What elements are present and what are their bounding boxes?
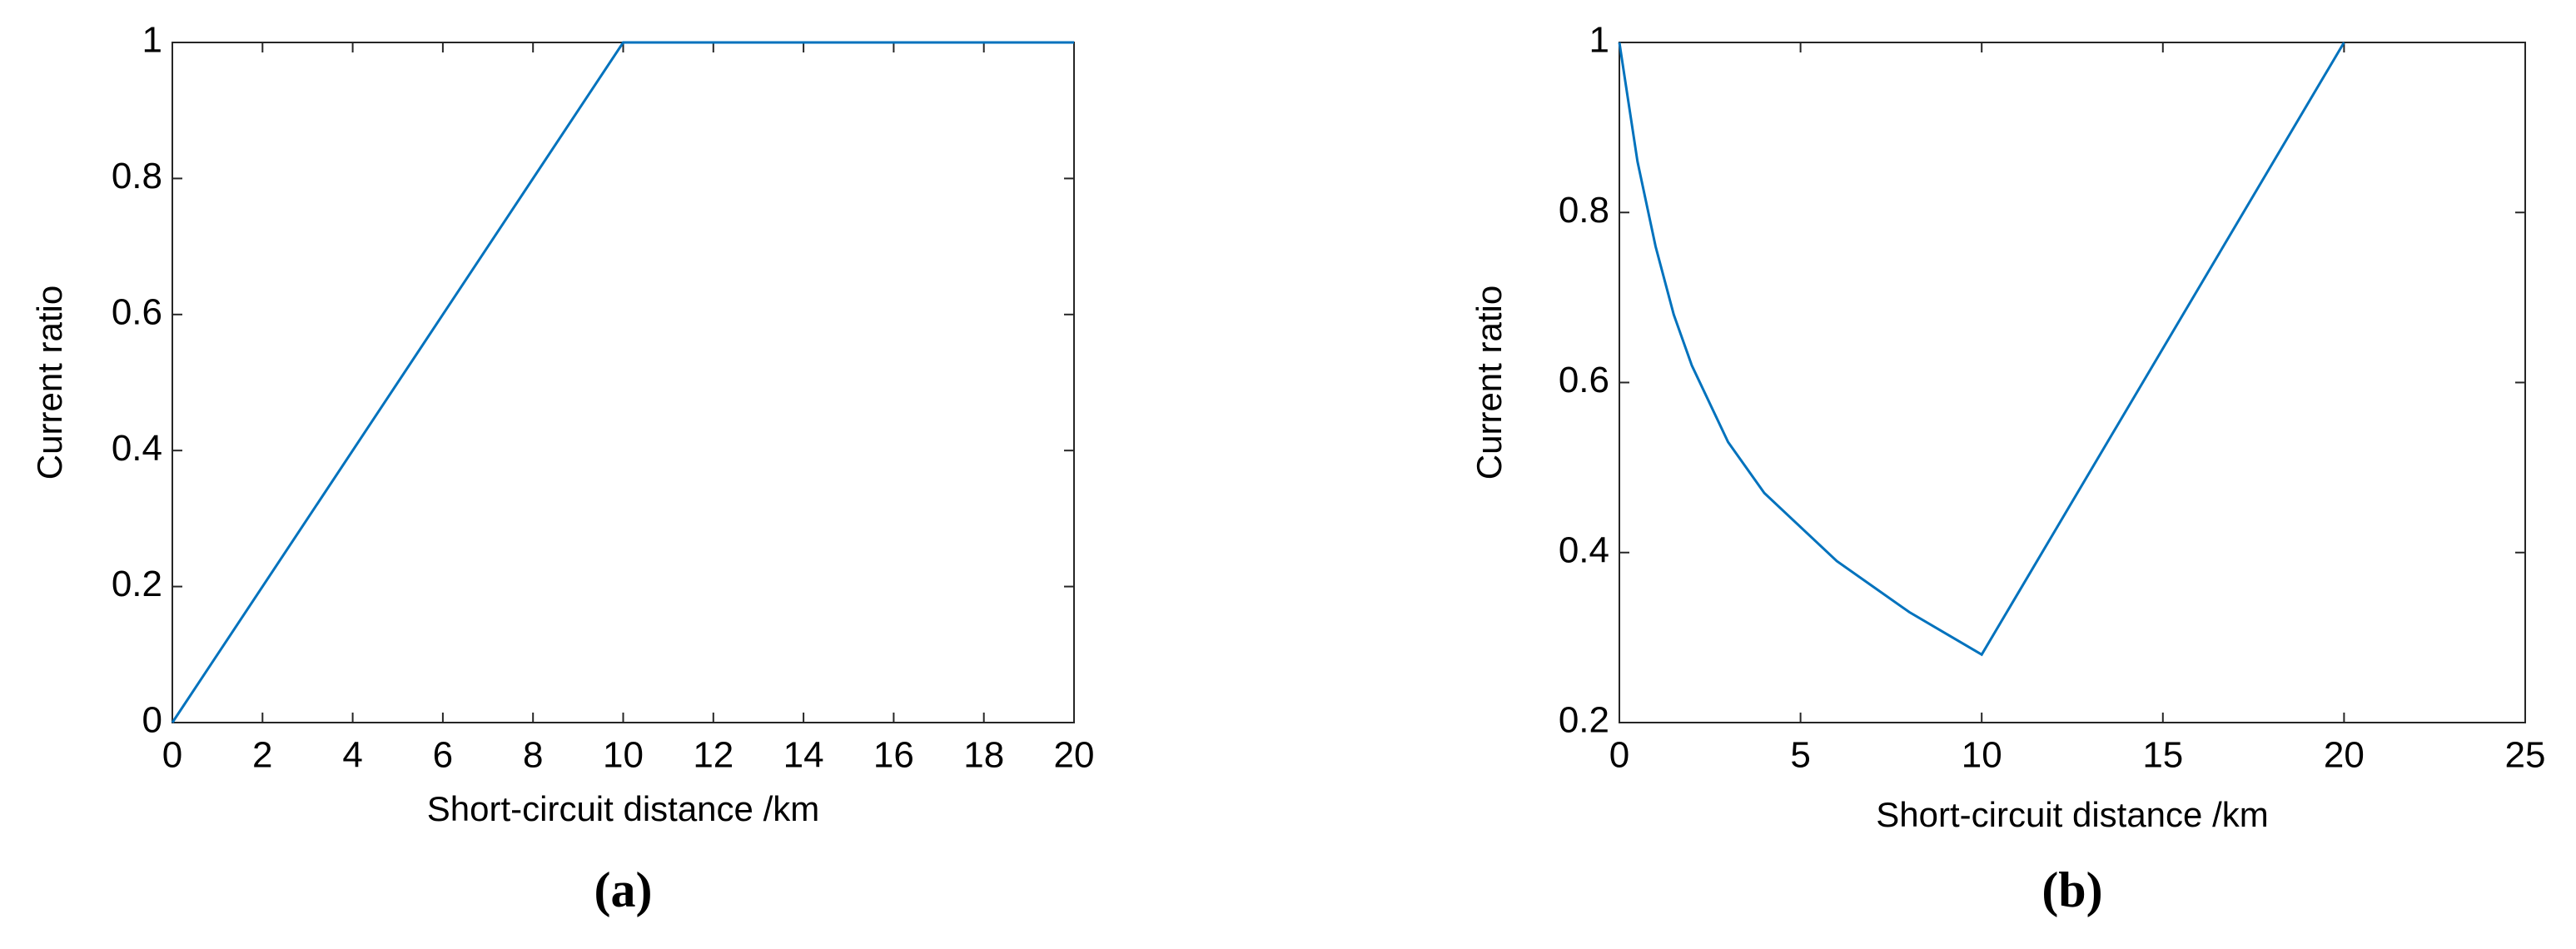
x-tick-label: 10 [1962,735,2002,776]
y-tick-label: 0.6 [1559,360,1609,400]
y-tick-label: 0.2 [1559,700,1609,741]
y-tick-label: 0.4 [112,428,162,469]
data-line [171,41,1074,723]
x-tick-label: 4 [342,735,362,776]
x-tick-label: 0 [1609,735,1629,776]
y-axis-label: Current ratio [1470,286,1509,479]
caption: (b) [2041,862,2102,917]
y-tick-label: 0.4 [1559,529,1609,570]
x-tick-label: 18 [963,735,1004,776]
y-axis-label: Current ratio [30,286,69,479]
y-tick-label: 0.8 [112,156,162,196]
x-axis-label: Short-circuit distance /km [1876,795,2268,834]
x-tick-label: 10 [603,735,644,776]
x-axis-label: Short-circuit distance /km [427,789,819,828]
x-tick-label: 8 [523,735,543,776]
caption: (a) [594,862,653,917]
x-tick-label: 0 [162,735,182,776]
x-tick-label: 5 [1790,735,1810,776]
y-tick-label: 0.8 [1559,190,1609,231]
x-tick-label: 20 [1054,735,1095,776]
y-tick-label: 0.2 [112,564,162,604]
plot-area [1619,42,2526,723]
data-line [1618,42,2345,657]
x-tick-label: 16 [873,735,914,776]
x-tick-label: 25 [2505,735,2546,776]
x-tick-label: 20 [2324,735,2365,776]
x-tick-label: 14 [783,735,824,776]
y-tick-label: 1 [142,20,162,61]
x-tick-label: 12 [693,735,734,776]
y-tick-label: 0 [142,700,162,741]
x-tick-label: 15 [2142,735,2183,776]
chart-panel: 0 2 4 6 8 10 12 14 16 18 20 0 0.2 0.4 0.6 0.8 1 Current r… [30,20,1094,917]
plot-area [172,42,1075,723]
y-tick-label: 0.6 [112,291,162,332]
chart-panel: 0 5 10 15 20 25 0.2 0.4 0.6 0.8 1 Current ratio Shor… [1470,20,2545,917]
x-tick-label: 2 [252,735,272,776]
x-tick-label: 6 [433,735,453,776]
y-tick-label: 1 [1589,20,1609,61]
